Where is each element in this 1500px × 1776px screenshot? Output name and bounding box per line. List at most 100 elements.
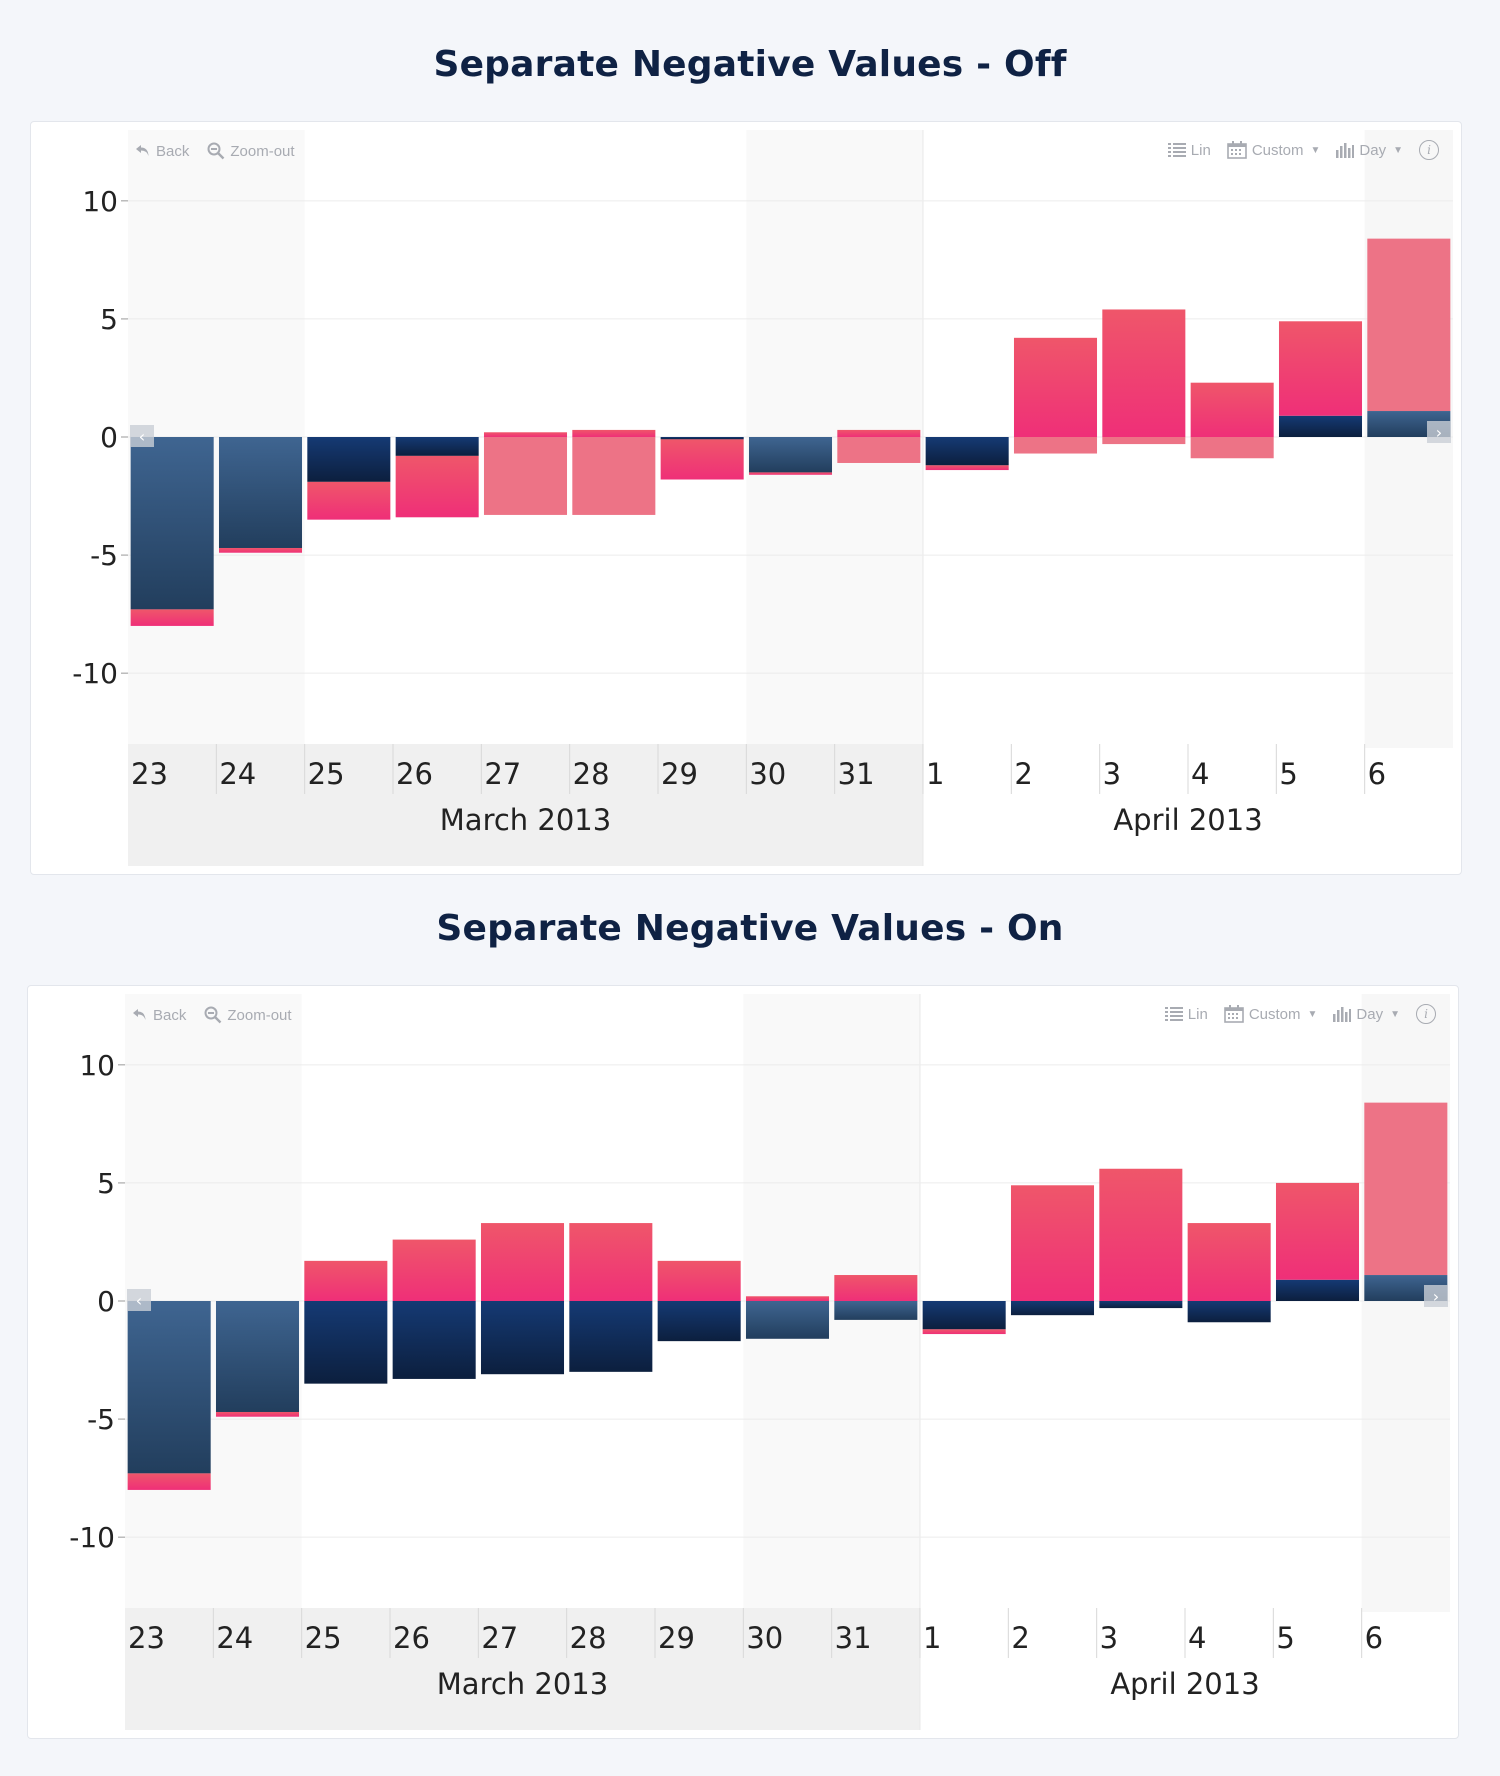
period-label: Day bbox=[1356, 1005, 1384, 1023]
bar-series-c-29[interactable] bbox=[657, 1260, 741, 1301]
y-tick-label: 0 bbox=[97, 1285, 115, 1318]
scale-toggle[interactable]: Lin bbox=[1164, 1006, 1208, 1023]
back-button[interactable]: Back bbox=[132, 1007, 186, 1024]
zoom-out-button[interactable]: Zoom-out bbox=[204, 1006, 292, 1024]
bar-series-c-27[interactable] bbox=[483, 432, 568, 437]
bar-series-b-27[interactable] bbox=[480, 1301, 565, 1375]
bar-series-d-27[interactable] bbox=[483, 437, 568, 515]
y-tick-label: -5 bbox=[90, 539, 118, 572]
bar-series-c-1[interactable] bbox=[922, 1329, 1006, 1335]
x-tick-label: 5 bbox=[1276, 1621, 1294, 1655]
y-tick-label: 0 bbox=[100, 421, 118, 454]
range-dropdown[interactable]: Custom ▼ bbox=[1227, 141, 1320, 159]
scroll-left-handle[interactable]: ‹ bbox=[127, 1289, 151, 1311]
bar-series-b-5[interactable] bbox=[1278, 415, 1363, 437]
x-tick-label: 5 bbox=[1279, 757, 1297, 791]
bar-series-c-4[interactable] bbox=[1190, 382, 1274, 437]
range-label: Custom bbox=[1248, 1005, 1301, 1023]
bar-series-d-2[interactable] bbox=[1013, 437, 1098, 454]
bar-series-b-4[interactable] bbox=[1187, 1301, 1271, 1323]
bar-series-a-23[interactable] bbox=[130, 437, 214, 610]
x-tick-label: 6 bbox=[1365, 1621, 1383, 1655]
chart-toolbar-left: Back Zoom-out bbox=[135, 142, 295, 160]
bar-series-c-25[interactable] bbox=[304, 1260, 388, 1301]
bar-series-c-30[interactable] bbox=[748, 472, 833, 475]
bar-series-b-1[interactable] bbox=[925, 437, 1009, 466]
bar-series-c-28[interactable] bbox=[569, 1223, 653, 1301]
bar-series-c-28[interactable] bbox=[572, 429, 656, 437]
bar-series-c-24[interactable] bbox=[218, 547, 303, 553]
bar-series-c-26[interactable] bbox=[392, 1239, 476, 1301]
bar-series-a-30[interactable] bbox=[745, 1301, 830, 1339]
info-button[interactable]: i bbox=[1416, 1004, 1436, 1024]
undo-icon bbox=[136, 145, 149, 156]
bar-series-c-29[interactable] bbox=[660, 439, 744, 480]
info-button[interactable]: i bbox=[1419, 140, 1439, 160]
bar-series-b-26[interactable] bbox=[392, 1301, 476, 1379]
bar-series-d-31[interactable] bbox=[837, 437, 921, 463]
back-button[interactable]: Back bbox=[135, 143, 189, 160]
x-tick-label: 6 bbox=[1368, 757, 1386, 791]
bar-series-b-29[interactable] bbox=[660, 437, 744, 440]
x-tick-label: 28 bbox=[573, 757, 610, 791]
bar-series-a-24[interactable] bbox=[218, 437, 303, 548]
bar-series-c-23[interactable] bbox=[127, 1473, 211, 1490]
x-tick-label: 1 bbox=[926, 757, 944, 791]
bar-series-d-6[interactable] bbox=[1364, 1102, 1448, 1276]
bar-series-a-24[interactable] bbox=[215, 1301, 300, 1412]
bar-series-a-31[interactable] bbox=[834, 1301, 918, 1320]
back-label: Back bbox=[156, 142, 190, 160]
bar-series-c-24[interactable] bbox=[215, 1411, 300, 1417]
scroll-left-handle[interactable]: ‹ bbox=[130, 425, 154, 447]
zoom-out-button[interactable]: Zoom-out bbox=[207, 142, 295, 160]
caret-down-icon: ▼ bbox=[1393, 144, 1403, 156]
bar-series-b-2[interactable] bbox=[1010, 1301, 1095, 1316]
bar-series-c-2[interactable] bbox=[1013, 337, 1098, 437]
x-tick-label: 23 bbox=[131, 757, 168, 791]
bar-series-c-26[interactable] bbox=[395, 455, 479, 518]
bar-series-c-27[interactable] bbox=[480, 1223, 565, 1301]
y-tick-label: -5 bbox=[87, 1403, 115, 1436]
bar-series-a-23[interactable] bbox=[127, 1301, 211, 1474]
bar-series-d-3[interactable] bbox=[1102, 437, 1186, 445]
bar-series-c-2[interactable] bbox=[1010, 1185, 1095, 1301]
x-tick-label: 4 bbox=[1188, 1621, 1206, 1655]
bar-series-d-6[interactable] bbox=[1367, 238, 1451, 412]
period-dropdown[interactable]: Day ▼ bbox=[1333, 1006, 1400, 1023]
chevron-left-icon: ‹ bbox=[136, 1291, 142, 1310]
bar-series-c-3[interactable] bbox=[1099, 1168, 1183, 1301]
chart-toolbar-right: Lin Custom ▼ Day ▼ i bbox=[1164, 1004, 1436, 1024]
bar-series-b-25[interactable] bbox=[304, 1301, 388, 1384]
bar-series-c-3[interactable] bbox=[1102, 309, 1186, 437]
bar-series-b-29[interactable] bbox=[657, 1301, 741, 1342]
bar-series-c-25[interactable] bbox=[307, 481, 391, 520]
scroll-right-handle[interactable]: › bbox=[1424, 1285, 1448, 1307]
range-dropdown[interactable]: Custom ▼ bbox=[1224, 1005, 1317, 1023]
bar-series-c-31[interactable] bbox=[834, 1275, 918, 1301]
bar-series-d-4[interactable] bbox=[1190, 437, 1274, 459]
x-tick-label: 25 bbox=[308, 757, 345, 791]
scroll-right-handle[interactable]: › bbox=[1427, 421, 1451, 443]
bar-series-b-26[interactable] bbox=[395, 437, 479, 456]
bar-series-d-28[interactable] bbox=[572, 437, 656, 515]
bar-series-b-28[interactable] bbox=[569, 1301, 653, 1372]
bar-series-b-1[interactable] bbox=[922, 1301, 1006, 1330]
bar-series-c-23[interactable] bbox=[130, 609, 214, 626]
bar-series-c-5[interactable] bbox=[1278, 321, 1363, 416]
bar-series-b-5[interactable] bbox=[1275, 1279, 1360, 1301]
x-tick-label: 29 bbox=[661, 757, 698, 791]
scale-toggle[interactable]: Lin bbox=[1167, 142, 1211, 159]
y-tick-label: -10 bbox=[72, 657, 118, 690]
bar-series-c-30[interactable] bbox=[745, 1296, 830, 1301]
bar-series-c-31[interactable] bbox=[837, 429, 921, 437]
chart-title-off: Separate Negative Values - Off bbox=[433, 44, 1067, 85]
bar-series-c-1[interactable] bbox=[925, 465, 1009, 471]
bar-series-c-4[interactable] bbox=[1187, 1223, 1271, 1301]
bar-series-b-3[interactable] bbox=[1099, 1301, 1183, 1309]
bar-series-b-25[interactable] bbox=[307, 437, 391, 482]
period-dropdown[interactable]: Day ▼ bbox=[1336, 142, 1403, 159]
bar-series-a-30[interactable] bbox=[748, 437, 833, 473]
chevron-right-icon: › bbox=[1433, 1287, 1439, 1306]
bar-series-c-5[interactable] bbox=[1275, 1182, 1360, 1280]
